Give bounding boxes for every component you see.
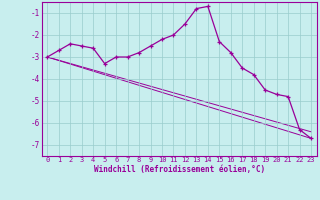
X-axis label: Windchill (Refroidissement éolien,°C): Windchill (Refroidissement éolien,°C) xyxy=(94,165,265,174)
